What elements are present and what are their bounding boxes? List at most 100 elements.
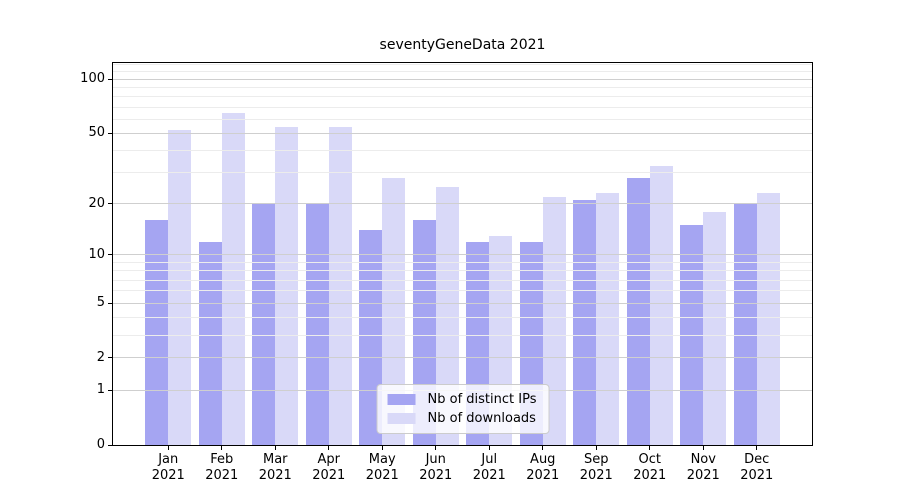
x-tick-mark bbox=[435, 446, 437, 450]
x-tick-year: 2021 bbox=[579, 468, 613, 483]
x-tick-year: 2021 bbox=[419, 468, 453, 483]
x-tick-label: May 2021 bbox=[350, 452, 414, 484]
x-tick-month: Nov bbox=[690, 452, 716, 467]
x-tick-month: Jan bbox=[158, 452, 179, 467]
x-tick-label: Apr 2021 bbox=[297, 452, 361, 484]
bar-downloads-dec bbox=[756, 193, 780, 445]
legend-item-distinct-ips: Nb of distinct IPs bbox=[387, 390, 537, 409]
x-tick-month: Oct bbox=[638, 452, 661, 467]
major-gridline bbox=[113, 78, 812, 80]
x-tick-month: Aug bbox=[530, 452, 556, 467]
x-tick-label: Sep 2021 bbox=[564, 452, 628, 484]
bar-downloads-may bbox=[382, 178, 406, 445]
y-tick-label: 50 bbox=[88, 125, 105, 141]
x-tick-mark bbox=[328, 446, 330, 450]
minor-gridline bbox=[113, 71, 812, 73]
x-tick-year: 2021 bbox=[312, 468, 346, 483]
bar-downloads-nov bbox=[703, 211, 727, 445]
x-tick-month: Dec bbox=[744, 452, 770, 467]
y-tick-label: 20 bbox=[88, 195, 105, 211]
x-tick-month: Mar bbox=[262, 452, 288, 467]
x-tick-mark bbox=[756, 446, 758, 450]
minor-gridline bbox=[113, 290, 812, 292]
minor-gridline bbox=[113, 118, 812, 120]
x-tick-label: Nov 2021 bbox=[671, 452, 735, 484]
bar-downloads-mar bbox=[275, 127, 299, 445]
x-tick-mark bbox=[702, 446, 704, 450]
y-tick-mark bbox=[108, 203, 112, 205]
bar-downloads-oct bbox=[649, 165, 673, 445]
major-gridline bbox=[113, 132, 812, 134]
legend-swatch-distinct-ips bbox=[387, 394, 416, 405]
y-tick-mark bbox=[108, 132, 112, 134]
bar-downloads-aug bbox=[542, 196, 566, 445]
bar-downloads-feb bbox=[221, 112, 245, 445]
bar-distinct-ips-oct bbox=[626, 178, 650, 445]
minor-gridline bbox=[113, 270, 812, 272]
legend-item-downloads: Nb of downloads bbox=[387, 409, 537, 428]
minor-gridline bbox=[113, 279, 812, 281]
bar-distinct-ips-dec bbox=[733, 203, 757, 445]
x-tick-year: 2021 bbox=[205, 468, 239, 483]
minor-gridline bbox=[113, 106, 812, 108]
y-tick-label: 2 bbox=[96, 349, 105, 365]
x-tick-label: Jul 2021 bbox=[457, 452, 521, 484]
minor-gridline bbox=[113, 96, 812, 98]
minor-gridline bbox=[113, 87, 812, 89]
minor-gridline bbox=[113, 150, 812, 152]
minor-gridline bbox=[113, 316, 812, 318]
x-tick-label: Jun 2021 bbox=[404, 452, 468, 484]
x-tick-year: 2021 bbox=[151, 468, 185, 483]
x-tick-year: 2021 bbox=[258, 468, 292, 483]
bar-distinct-ips-mar bbox=[252, 203, 276, 445]
minor-gridline bbox=[113, 262, 812, 264]
chart-title: seventyGeneData 2021 bbox=[379, 37, 546, 53]
y-tick-mark bbox=[108, 78, 112, 80]
x-tick-year: 2021 bbox=[633, 468, 667, 483]
y-tick-mark bbox=[108, 357, 112, 359]
y-tick-mark bbox=[108, 254, 112, 256]
x-tick-year: 2021 bbox=[686, 468, 720, 483]
major-gridline bbox=[113, 302, 812, 304]
x-tick-month: Jun bbox=[425, 452, 446, 467]
y-tick-label: 10 bbox=[88, 246, 105, 262]
x-tick-mark bbox=[381, 446, 383, 450]
major-gridline bbox=[113, 357, 812, 359]
x-tick-mark bbox=[595, 446, 597, 450]
bar-distinct-ips-may bbox=[359, 230, 383, 445]
plot-area bbox=[112, 62, 813, 446]
legend-label-downloads: Nb of downloads bbox=[427, 411, 536, 426]
major-gridline bbox=[113, 203, 812, 205]
legend-label-distinct-ips: Nb of distinct IPs bbox=[427, 392, 537, 407]
bar-downloads-sep bbox=[596, 193, 620, 445]
y-tick-mark bbox=[108, 302, 112, 304]
bar-distinct-ips-apr bbox=[305, 203, 329, 445]
x-tick-mark bbox=[488, 446, 490, 450]
minor-gridline bbox=[113, 172, 812, 174]
x-tick-month: Jul bbox=[481, 452, 498, 467]
x-tick-year: 2021 bbox=[472, 468, 506, 483]
x-tick-month: Sep bbox=[583, 452, 609, 467]
bar-downloads-jan bbox=[168, 130, 192, 445]
x-tick-mark bbox=[221, 446, 223, 450]
x-tick-year: 2021 bbox=[365, 468, 399, 483]
x-tick-mark bbox=[167, 446, 169, 450]
major-gridline bbox=[113, 254, 812, 256]
legend-swatch-downloads bbox=[387, 413, 416, 424]
x-tick-label: Mar 2021 bbox=[243, 452, 307, 484]
minor-gridline bbox=[113, 64, 812, 66]
bar-downloads-apr bbox=[328, 127, 352, 445]
x-tick-month: Feb bbox=[210, 452, 234, 467]
y-tick-label: 0 bbox=[96, 437, 105, 452]
x-tick-label: Oct 2021 bbox=[618, 452, 682, 484]
x-tick-year: 2021 bbox=[740, 468, 774, 483]
bar-distinct-ips-feb bbox=[198, 241, 222, 445]
x-tick-mark bbox=[274, 446, 276, 450]
bar-downloads-jun bbox=[435, 186, 459, 445]
x-tick-label: Jan 2021 bbox=[136, 452, 200, 484]
y-tick-mark bbox=[108, 444, 112, 446]
x-tick-label: Aug 2021 bbox=[511, 452, 575, 484]
x-tick-label: Dec 2021 bbox=[725, 452, 789, 484]
x-tick-month: May bbox=[368, 452, 396, 467]
